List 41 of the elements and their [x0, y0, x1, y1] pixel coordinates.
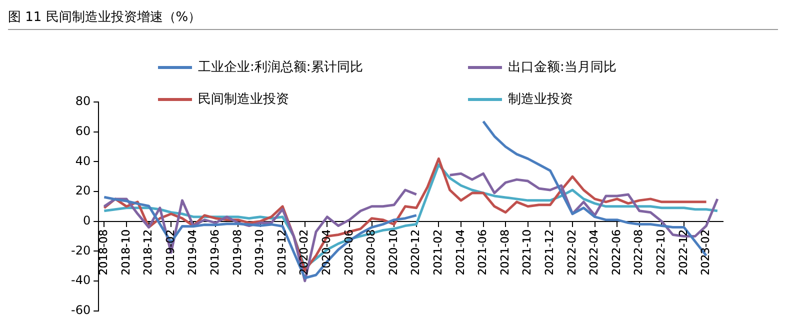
- legend-label: 出口金额:当月同比: [508, 59, 616, 76]
- x-tick-label: 2021-12: [543, 229, 556, 276]
- x-tick-label: 2021-08: [498, 229, 512, 276]
- y-tick-label: -20: [70, 243, 91, 258]
- x-tick-label: 2020-06: [342, 229, 356, 276]
- x-tick-label: 2021-06: [476, 229, 490, 276]
- legend-label: 制造业投资: [508, 91, 573, 108]
- x-tick-label: 2020-12: [409, 229, 422, 276]
- legend-label: 民间制造业投资: [198, 91, 289, 108]
- x-tick-label: 2019-08: [230, 229, 244, 276]
- x-tick-label: 2018-12: [142, 229, 155, 276]
- x-tick-label: 2022-02: [565, 229, 578, 276]
- x-tick-label: 2019-04: [186, 229, 200, 276]
- y-tick-label: 40: [75, 154, 91, 168]
- x-tick-label: 2020-04: [320, 229, 334, 276]
- y-tick-label: 0: [82, 213, 91, 228]
- x-tick-label: 2020-10: [386, 229, 400, 276]
- x-tick-label: 2021-02: [432, 229, 445, 276]
- x-tick-label: 2019-02: [164, 229, 177, 276]
- x-tick-label: 2022-04: [588, 229, 601, 276]
- chart-title: 图 11 民间制造业投资增速（%）: [8, 8, 778, 30]
- x-tick-label: 2022-06: [610, 229, 623, 276]
- y-tick-label: -40: [70, 273, 91, 288]
- legend-label: 工业企业:利润总额:累计同比: [198, 59, 363, 76]
- x-tick-label: 2018-10: [119, 229, 132, 276]
- x-tick-label: 2021-04: [454, 229, 467, 276]
- y-tick-label: 60: [75, 124, 91, 138]
- x-tick-label: 2020-08: [364, 229, 378, 276]
- x-tick-label: 2022-08: [632, 229, 646, 276]
- y-tick-label: 20: [75, 184, 91, 198]
- y-tick-label: 80: [75, 94, 91, 108]
- x-tick-label: 2022-12: [676, 229, 690, 276]
- y-tick-label: -60: [70, 302, 91, 317]
- x-tick-label: 2022-10: [654, 229, 668, 276]
- x-tick-label: 2023-02: [699, 229, 712, 276]
- x-tick-label: 2019-06: [208, 229, 222, 276]
- x-tick-label: 2021-10: [520, 229, 534, 276]
- x-tick-label: 2020-02: [298, 229, 311, 276]
- x-tick-label: 2019-12: [275, 229, 288, 276]
- x-tick-label: 2018-08: [97, 229, 110, 276]
- x-tick-label: 2019-10: [253, 229, 266, 276]
